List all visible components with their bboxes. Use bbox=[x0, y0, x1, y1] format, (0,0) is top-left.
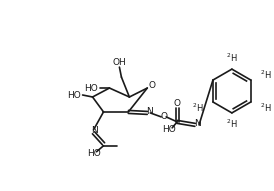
Text: $^{2}$H: $^{2}$H bbox=[192, 101, 203, 114]
Text: O: O bbox=[174, 100, 181, 108]
Text: O: O bbox=[149, 81, 156, 90]
Text: O: O bbox=[161, 112, 168, 121]
Text: HO: HO bbox=[67, 91, 81, 100]
Text: HO: HO bbox=[87, 149, 101, 158]
Text: N: N bbox=[194, 119, 200, 128]
Text: $^{2}$H: $^{2}$H bbox=[226, 52, 238, 64]
Text: HO: HO bbox=[84, 83, 98, 92]
Text: $^{2}$H: $^{2}$H bbox=[226, 118, 238, 130]
Text: HO: HO bbox=[162, 125, 176, 134]
Text: $^{2}$H: $^{2}$H bbox=[260, 101, 272, 114]
Text: OH: OH bbox=[113, 58, 126, 67]
Text: $^{2}$H: $^{2}$H bbox=[260, 68, 272, 81]
Text: N: N bbox=[91, 126, 98, 135]
Text: N: N bbox=[146, 107, 153, 117]
